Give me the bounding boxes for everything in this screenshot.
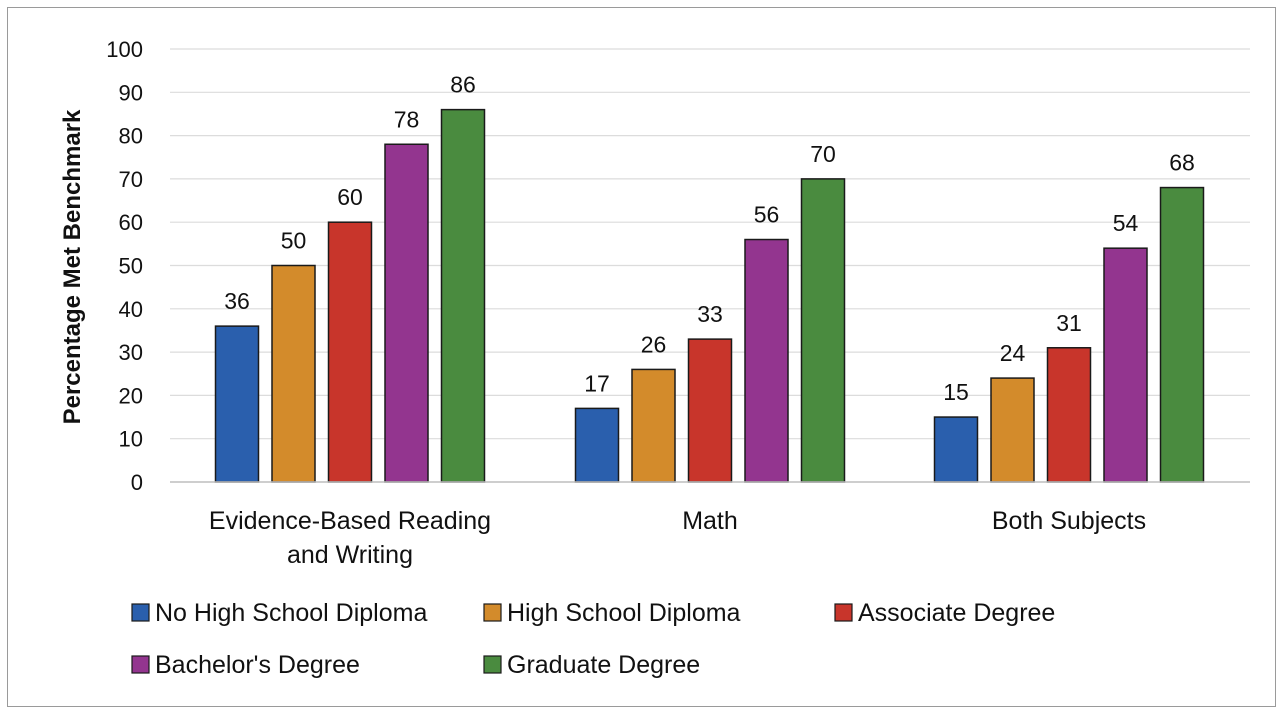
bars: 36 17 15 50 26 24 60 33 31 78 56 54 86 70 68 [214,72,1205,483]
legend-swatch [483,655,502,674]
data-label: 50 [281,228,307,254]
y-tick-label: 80 [119,124,143,149]
data-label: 68 [1169,150,1195,176]
bar [1103,247,1148,483]
data-label: 15 [943,379,969,405]
legend-label: Bachelor's Degree [155,651,360,679]
data-label: 33 [697,301,723,327]
legend-swatch [834,603,853,622]
bar [800,178,846,483]
legend-label: No High School Diploma [155,599,427,627]
data-label: 60 [337,184,363,210]
bar [933,416,979,483]
legend-label: Associate Degree [858,599,1055,627]
y-tick-label: 90 [119,80,143,105]
data-label: 31 [1056,310,1082,336]
bar [744,238,789,483]
bar [990,377,1035,483]
data-label: 70 [810,141,836,167]
data-label: 26 [641,331,667,357]
bar [574,407,620,483]
bar [1046,347,1092,483]
category-label: and Writing [287,541,413,569]
y-tick-label: 10 [119,427,143,452]
legend: No High School Diploma High School Diplom… [131,599,1055,679]
bar [384,143,429,483]
category-label: Both Subjects [992,507,1146,535]
bar [327,221,373,483]
bar [631,368,676,483]
data-label: 56 [754,202,780,228]
y-tick-label: 50 [119,254,143,279]
category-labels: Evidence-Based Reading and Writing Math Bot… [209,507,1146,569]
data-label: 24 [1000,340,1026,366]
legend-swatch [131,655,150,674]
category-label: Math [682,507,738,535]
data-label: 36 [224,288,250,314]
data-label: 78 [394,106,420,132]
data-label: 86 [450,72,476,98]
category-label: Evidence-Based Reading [209,507,491,535]
legend-label: High School Diploma [507,599,741,627]
bar [687,338,733,483]
legend-label: Graduate Degree [507,651,700,679]
y-tick-label: 70 [119,167,143,192]
bar [271,264,316,483]
data-label: 17 [584,370,610,396]
y-tick-label: 60 [119,210,143,235]
y-axis-ticks: 0 10 20 30 40 50 60 70 80 90 100 [106,37,143,495]
data-label: 54 [1113,210,1139,236]
bar [440,108,486,483]
legend-swatch [483,603,502,622]
y-axis-title: Percentage Met Benchmark [59,109,86,424]
y-tick-label: 0 [131,470,143,495]
bar [1159,186,1205,483]
legend-swatch [131,603,150,622]
y-tick-label: 100 [106,37,143,62]
y-tick-label: 20 [119,383,143,408]
bar [214,325,260,483]
y-tick-label: 40 [119,297,143,322]
y-tick-label: 30 [119,340,143,365]
